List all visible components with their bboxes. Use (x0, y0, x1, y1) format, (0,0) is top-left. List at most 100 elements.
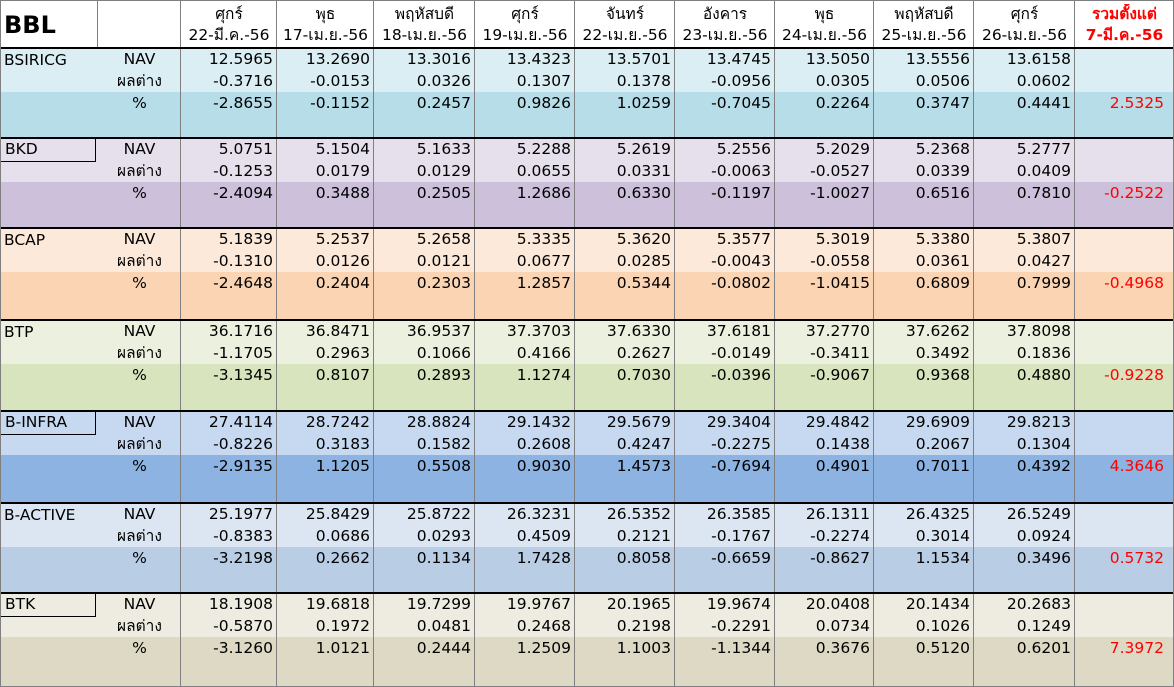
nav-value: 13.5050 (805, 50, 870, 68)
nav-value: 29.6909 (905, 413, 970, 431)
header-day: ศุกร์ (215, 5, 243, 23)
pct-value: 0.2404 (315, 274, 370, 292)
header-date: 24-เม.ย.-56 (781, 26, 868, 44)
nav-value: 13.2690 (305, 50, 370, 68)
diff-value: 0.0924 (1016, 527, 1071, 545)
row-label-pct: % (132, 366, 147, 384)
nav-value: 26.5352 (606, 505, 671, 523)
nav-value: 20.1434 (905, 595, 970, 613)
grid-line-vertical (774, 0, 775, 687)
pct-value: 1.2509 (516, 639, 571, 657)
nav-value: 13.4323 (506, 50, 571, 68)
grid-line-vertical (373, 0, 374, 687)
pct-value: -2.4648 (213, 274, 273, 292)
pct-value: 0.1134 (416, 549, 471, 567)
diff-value: 0.2627 (616, 344, 671, 362)
nav-value: 19.7299 (406, 595, 471, 613)
diff-value: -0.8383 (213, 527, 273, 545)
nav-value: 5.1633 (416, 140, 471, 158)
diff-value: -0.2291 (711, 617, 771, 635)
pct-value: 0.9826 (516, 94, 571, 112)
nav-value: 37.6262 (905, 322, 970, 340)
diff-value: 0.0326 (416, 72, 471, 90)
row-label-nav: NAV (123, 230, 156, 248)
pct-value: 1.0259 (616, 94, 671, 112)
total-value: 4.3646 (1109, 457, 1164, 475)
fund-name: BSIRICG (4, 51, 67, 69)
row-label-diff: ผลต่าง (117, 72, 162, 90)
pct-value: -1.0415 (810, 274, 870, 292)
pct-value: 0.6809 (915, 274, 970, 292)
pct-value: 0.2662 (315, 549, 370, 567)
diff-value: 0.4247 (616, 435, 671, 453)
nav-value: 5.2537 (315, 230, 370, 248)
header-day: จันทร์ (605, 5, 645, 23)
grid-line-horizontal (0, 319, 1174, 321)
pct-value: -0.1152 (310, 94, 370, 112)
diff-value: -0.2274 (810, 527, 870, 545)
diff-value: 0.0677 (516, 252, 571, 270)
pct-value: 0.2505 (416, 184, 471, 202)
pct-value: 1.1205 (315, 457, 370, 475)
pct-value: 1.1003 (616, 639, 671, 657)
pct-value: 0.7011 (915, 457, 970, 475)
total-value: 0.5732 (1109, 549, 1164, 567)
diff-value: 0.0121 (416, 252, 471, 270)
diff-value: -0.0558 (810, 252, 870, 270)
nav-value: 5.1504 (315, 140, 370, 158)
nav-value: 36.1716 (208, 322, 273, 340)
pct-value: -2.9135 (213, 457, 273, 475)
nav-value: 37.2770 (805, 322, 870, 340)
pct-value: -3.2198 (213, 549, 273, 567)
nav-value: 5.1839 (218, 230, 273, 248)
pct-value: 0.2264 (815, 94, 870, 112)
grid-line-horizontal (0, 47, 1174, 49)
nav-value: 36.8471 (305, 322, 370, 340)
nav-value: 5.0751 (218, 140, 273, 158)
pct-value: 0.2444 (416, 639, 471, 657)
row-label-pct: % (132, 184, 147, 202)
diff-value: -0.3411 (810, 344, 870, 362)
nav-value: 37.3703 (506, 322, 571, 340)
nav-value: 5.3620 (616, 230, 671, 248)
diff-value: 0.2067 (915, 435, 970, 453)
diff-value: 0.0734 (815, 617, 870, 635)
header-date: 26-เม.ย.-56 (981, 26, 1068, 44)
pct-value: 1.1534 (915, 549, 970, 567)
diff-value: 0.2121 (616, 527, 671, 545)
diff-value: 0.0331 (616, 162, 671, 180)
pct-value: 1.0121 (315, 639, 370, 657)
nav-value: 37.6181 (706, 322, 771, 340)
diff-value: -0.0153 (310, 72, 370, 90)
grid-line-horizontal (0, 502, 1174, 504)
pct-value: -0.1197 (711, 184, 771, 202)
diff-value: 0.0427 (1016, 252, 1071, 270)
nav-value: 29.1432 (506, 413, 571, 431)
diff-value: 0.2963 (315, 344, 370, 362)
nav-value: 13.3016 (406, 50, 471, 68)
pct-value: 0.8058 (616, 549, 671, 567)
diff-value: 0.0655 (516, 162, 571, 180)
diff-value: 0.0409 (1016, 162, 1071, 180)
row-label-diff: ผลต่าง (117, 617, 162, 635)
pct-band-bg (0, 364, 1174, 411)
pct-value: 1.2686 (516, 184, 571, 202)
nav-value: 28.8824 (406, 413, 471, 431)
nav-value: 5.3380 (915, 230, 970, 248)
diff-value: -0.0043 (711, 252, 771, 270)
header-row (0, 0, 1174, 48)
diff-value: 0.1582 (416, 435, 471, 453)
pct-value: 0.3747 (915, 94, 970, 112)
pct-value: 0.4901 (815, 457, 870, 475)
nav-value: 12.5965 (208, 50, 273, 68)
nav-value: 20.2683 (1006, 595, 1071, 613)
diff-value: 0.0339 (915, 162, 970, 180)
diff-value: 0.0293 (416, 527, 471, 545)
nav-value: 26.4325 (905, 505, 970, 523)
diff-value: 0.3183 (315, 435, 370, 453)
row-label-nav: NAV (123, 322, 156, 340)
nav-value: 13.5701 (606, 50, 671, 68)
header-date: 22-เม.ย.-56 (582, 26, 668, 44)
nav-value: 20.0408 (805, 595, 870, 613)
